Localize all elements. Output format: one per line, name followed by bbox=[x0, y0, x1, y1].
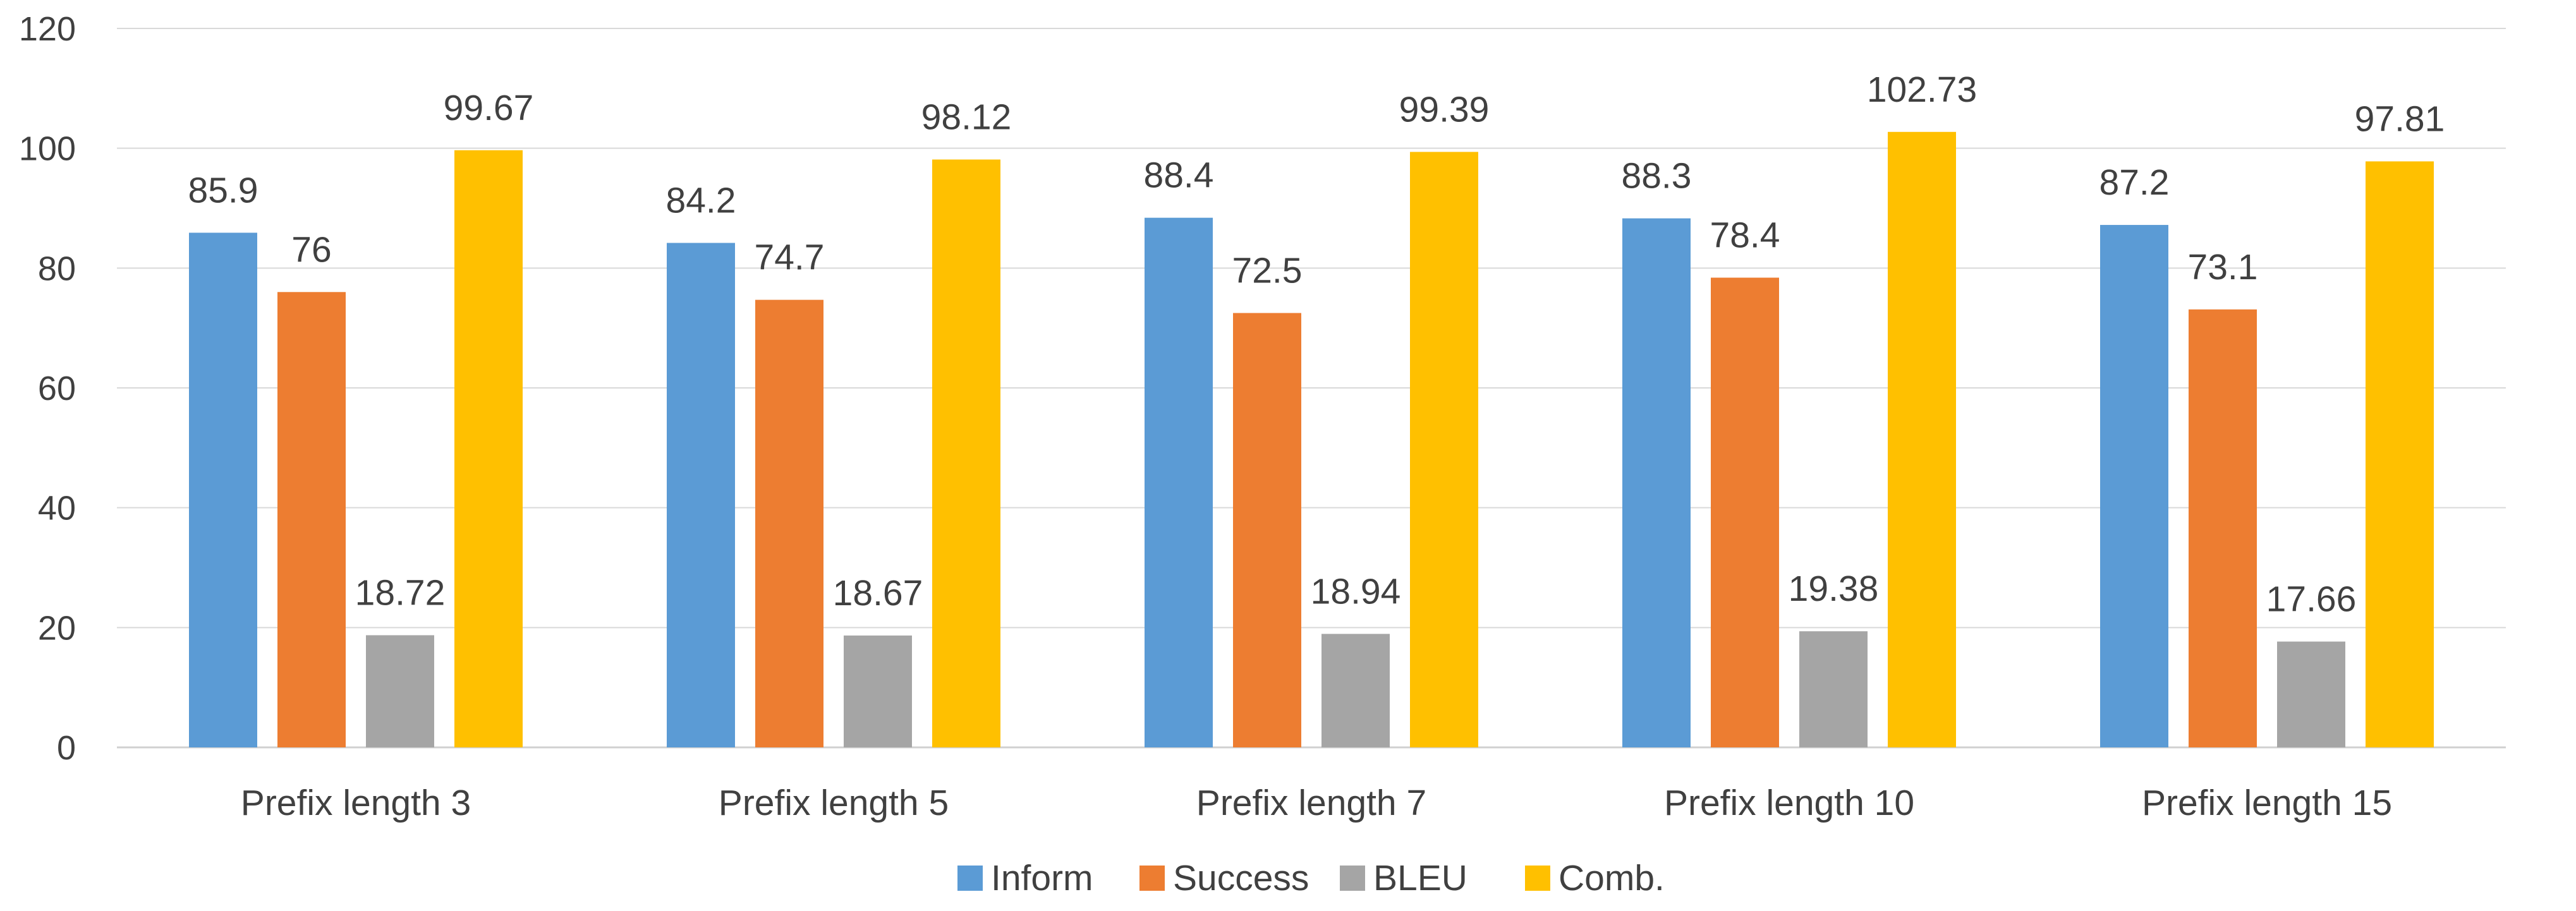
y-tick-label: 80 bbox=[38, 250, 76, 287]
bar-success-0 bbox=[277, 292, 346, 747]
data-label: 98.12 bbox=[921, 97, 1012, 137]
legend-swatch bbox=[1340, 866, 1365, 891]
data-label: 88.4 bbox=[1144, 155, 1214, 196]
bar-success-1 bbox=[755, 299, 823, 748]
bar-comb-3 bbox=[1888, 131, 1956, 747]
data-label: 102.73 bbox=[1867, 69, 1977, 110]
bar-inform-0 bbox=[189, 232, 257, 747]
legend-label: Success bbox=[1173, 858, 1309, 898]
y-tick-label: 0 bbox=[57, 729, 76, 767]
legend-label: Comb. bbox=[1558, 858, 1665, 898]
data-label: 18.94 bbox=[1311, 571, 1401, 612]
y-tick-label: 120 bbox=[19, 10, 76, 48]
data-label: 87.2 bbox=[2099, 162, 2170, 203]
data-label: 99.39 bbox=[1399, 89, 1490, 130]
data-label: 78.4 bbox=[1710, 215, 1780, 256]
bar-bleu-3 bbox=[1799, 631, 1868, 747]
bar-comb-2 bbox=[1410, 152, 1478, 748]
bar-bleu-1 bbox=[844, 635, 912, 747]
data-label: 99.67 bbox=[444, 88, 534, 128]
y-tick-label: 60 bbox=[38, 370, 76, 407]
data-label: 85.9 bbox=[188, 170, 258, 210]
data-label: 76 bbox=[291, 229, 331, 270]
bar-success-2 bbox=[1233, 313, 1301, 747]
category-label: Prefix length 7 bbox=[1196, 783, 1426, 823]
data-label: 88.3 bbox=[1622, 156, 1692, 196]
data-label: 18.67 bbox=[833, 573, 923, 613]
category-label: Prefix length 15 bbox=[2142, 783, 2392, 823]
legend: Inform Success BLEU Comb. bbox=[957, 858, 1665, 898]
bar-bleu-0 bbox=[366, 635, 434, 747]
legend-label: BLEU bbox=[1373, 858, 1467, 898]
bar-inform-4 bbox=[2100, 225, 2168, 747]
data-labels: 85.9 76 18.72 99.67 84.2 74.7 18.67 98.12 88.4 72… bbox=[188, 69, 2445, 620]
category-label: Prefix length 10 bbox=[1664, 783, 1914, 823]
data-label: 18.72 bbox=[355, 572, 446, 613]
bar-bleu-2 bbox=[1321, 634, 1390, 747]
y-tick-label: 100 bbox=[19, 130, 76, 168]
legend-swatch bbox=[1139, 866, 1165, 891]
bars bbox=[189, 131, 2434, 748]
bar-inform-2 bbox=[1145, 217, 1213, 747]
y-tick-label: 40 bbox=[38, 490, 76, 528]
bar-comb-1 bbox=[932, 159, 1000, 747]
x-axis: Prefix length 3 Prefix length 5 Prefix len… bbox=[241, 783, 2392, 823]
bar-success-4 bbox=[2189, 309, 2257, 748]
data-label: 97.81 bbox=[2355, 99, 2445, 139]
bar-inform-3 bbox=[1622, 218, 1691, 747]
y-axis-ticks: 0 20 40 60 80 100 120 bbox=[19, 10, 76, 767]
data-label: 17.66 bbox=[2266, 579, 2357, 620]
data-label: 84.2 bbox=[666, 181, 736, 221]
legend-label: Inform bbox=[991, 858, 1093, 898]
data-label: 72.5 bbox=[1232, 250, 1303, 291]
bar-inform-1 bbox=[667, 243, 735, 748]
category-label: Prefix length 5 bbox=[719, 783, 949, 823]
bar-success-3 bbox=[1711, 277, 1779, 747]
data-label: 74.7 bbox=[755, 238, 825, 278]
bar-comb-4 bbox=[2366, 161, 2434, 747]
bar-bleu-4 bbox=[2277, 641, 2345, 747]
y-tick-label: 20 bbox=[38, 609, 76, 647]
legend-swatch bbox=[1525, 866, 1550, 891]
data-label: 19.38 bbox=[1789, 569, 1879, 609]
category-label: Prefix length 3 bbox=[241, 783, 471, 823]
bar-comb-0 bbox=[454, 150, 523, 748]
legend-swatch bbox=[957, 866, 983, 891]
data-label: 73.1 bbox=[2188, 247, 2258, 287]
